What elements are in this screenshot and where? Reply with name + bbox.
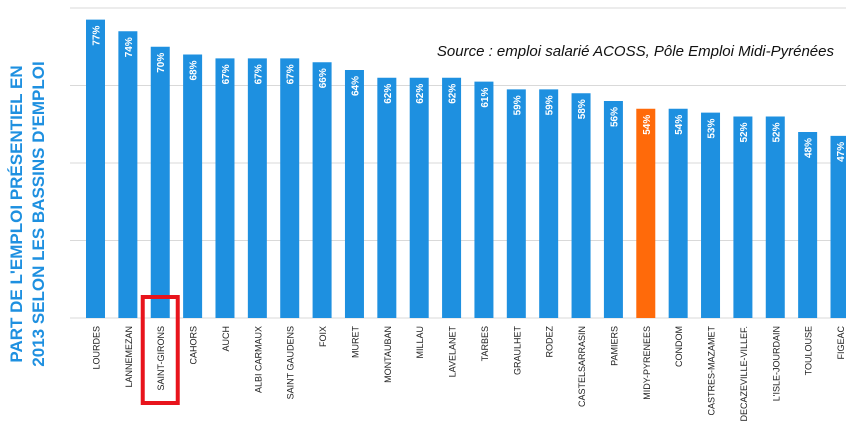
value-label: 62% <box>415 84 426 104</box>
category-label: CASTRES-MAZAMET <box>707 326 717 416</box>
category-label: MURET <box>350 326 360 358</box>
value-label: 62% <box>448 84 459 104</box>
highlight-box <box>140 295 180 405</box>
bar <box>409 77 429 318</box>
bar <box>377 77 397 318</box>
category-label: L'ISLE-JOURDAIN <box>771 326 781 401</box>
category-labels: LOURDES LANNEMEZAN SAINT-GIRONS CAHORS AUCH A… <box>92 325 846 421</box>
value-labels: 77% 74% 70% 68% 67% 67% 67% 66% 64% 62% 62% 62% 61% 5… <box>92 26 846 162</box>
chart-title-line-2: 2013 SELON LES BASSINS D'EMPLOI <box>29 61 48 366</box>
value-label: 77% <box>92 26 103 46</box>
value-label: 70% <box>156 53 167 73</box>
category-label: LAVELANET <box>448 326 458 378</box>
value-label: 48% <box>804 138 815 158</box>
value-label: 54% <box>674 115 685 135</box>
bar <box>733 116 753 318</box>
value-label: 54% <box>642 115 653 135</box>
bar <box>798 132 818 318</box>
category-label: FOIX <box>318 326 328 347</box>
value-label: 64% <box>350 76 361 96</box>
category-label: RODEZ <box>545 325 555 357</box>
category-label: AUCH <box>221 326 231 352</box>
category-label: LANNEMEZAN <box>124 326 134 388</box>
bar <box>183 54 203 318</box>
bar-chart: 77% 74% 70% 68% 67% 67% 67% 66% 64% 62% 62% 62% 61% 5… <box>70 7 846 422</box>
bar <box>830 135 846 318</box>
value-label: 52% <box>739 122 750 142</box>
bar <box>571 93 591 318</box>
annotation-box <box>140 295 180 405</box>
category-label: CASTELSARRASIN <box>577 326 587 407</box>
category-label: GRAULHET <box>512 326 522 376</box>
category-label: MIDY-PYRENEES <box>642 326 652 400</box>
bar <box>215 58 235 318</box>
value-label: 67% <box>253 64 264 84</box>
category-label: PAMIERS <box>609 326 619 366</box>
bar <box>539 89 559 318</box>
value-label: 74% <box>124 37 135 57</box>
category-label: TARBES <box>480 326 490 361</box>
category-label: SAINT-GIRONS <box>156 326 166 391</box>
value-label: 62% <box>383 84 394 104</box>
category-label: MONTAUBAN <box>383 326 393 383</box>
value-label: 66% <box>318 68 329 88</box>
bar <box>765 116 785 318</box>
value-label: 67% <box>286 64 297 84</box>
category-label: SAINT GAUDENS <box>286 326 296 399</box>
category-label: LOURDES <box>92 326 102 370</box>
bar <box>280 58 300 318</box>
category-label: CAHORS <box>189 326 199 365</box>
category-label: DECAZEVILLE-VILLEF. <box>739 326 749 422</box>
bar <box>701 112 721 318</box>
value-label: 47% <box>836 142 846 162</box>
value-label: 67% <box>221 64 232 84</box>
bar <box>506 89 526 318</box>
bar <box>668 108 688 318</box>
bar <box>150 46 170 318</box>
bar <box>118 31 138 318</box>
value-label: 61% <box>480 88 491 108</box>
bar <box>603 101 623 318</box>
bar <box>86 19 105 318</box>
bar <box>636 108 656 318</box>
category-label: TOULOUSE <box>804 326 814 375</box>
category-label: MILLAU <box>415 326 425 359</box>
value-label: 52% <box>771 122 782 142</box>
bar <box>474 81 494 318</box>
value-label: 59% <box>545 95 556 115</box>
value-label: 53% <box>707 119 718 139</box>
value-label: 58% <box>577 99 588 119</box>
bar <box>442 77 462 318</box>
bars <box>86 19 846 318</box>
value-label: 56% <box>609 107 620 127</box>
chart-title-line-1: PART DE L'EMPLOI PRÉSENTIEL EN <box>7 65 26 362</box>
bar <box>344 70 364 318</box>
source-note: Source : emploi salarié ACOSS, Pôle Empl… <box>436 43 834 60</box>
y-title-svg: PART DE L'EMPLOI PRÉSENTIEL EN 2013 SELO… <box>7 61 48 366</box>
bar <box>312 62 332 318</box>
category-label: FIGEAC <box>836 326 846 360</box>
category-label: ALBI CARMAUX <box>253 326 263 393</box>
bar <box>247 58 267 318</box>
value-label: 59% <box>512 95 523 115</box>
category-label: CONDOM <box>674 326 684 367</box>
value-label: 68% <box>189 60 200 80</box>
